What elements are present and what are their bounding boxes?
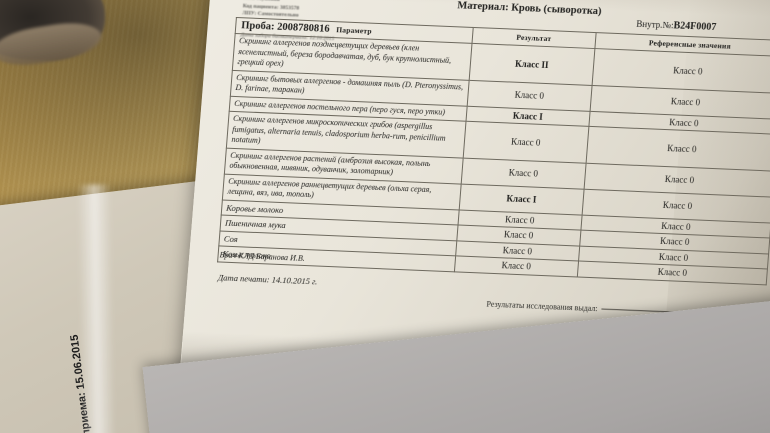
internal-number-label: Внутр.№: [636, 18, 674, 31]
allergy-results-table: Параметр Результат Референсные значения … [217, 17, 770, 285]
issued-by-label: Результаты исследования выдал: [486, 299, 598, 314]
table-body: Скрининг аллергенов позднецветущих дерев… [217, 33, 770, 285]
material-label: Материал: [456, 0, 510, 14]
cell-result: Класс II [468, 43, 595, 85]
footer-print-date: Дата печати: 14.10.2015 г. [217, 272, 318, 287]
plastic-sleeve-glare [77, 184, 117, 433]
internal-number-value: B24F0007 [673, 20, 717, 34]
cell-result: Класс 0 [462, 121, 589, 163]
